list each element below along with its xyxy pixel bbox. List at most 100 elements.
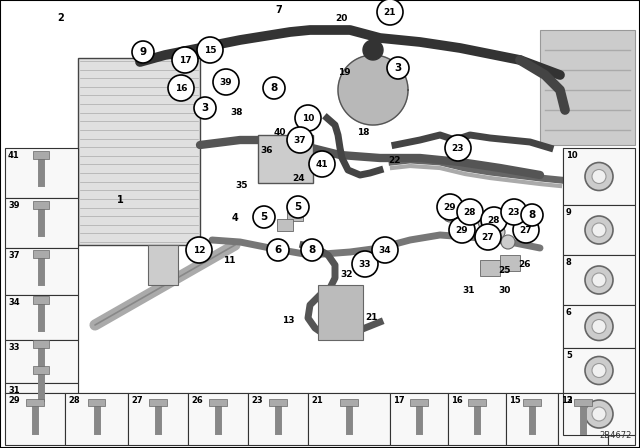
- Text: 18: 18: [357, 128, 369, 137]
- Text: 37: 37: [8, 251, 19, 260]
- Text: 34: 34: [379, 246, 391, 254]
- Text: 19: 19: [338, 68, 351, 77]
- Bar: [318, 285, 363, 340]
- Text: 8: 8: [308, 245, 316, 255]
- Circle shape: [592, 407, 606, 421]
- Text: 41: 41: [8, 151, 20, 160]
- Bar: [357, 262, 373, 274]
- Circle shape: [197, 37, 223, 63]
- Text: 9: 9: [566, 208, 572, 217]
- Text: 38: 38: [230, 108, 243, 116]
- Text: 41: 41: [316, 159, 328, 168]
- Text: 1: 1: [117, 195, 124, 205]
- Bar: [149, 399, 167, 406]
- Bar: [78, 58, 200, 245]
- Circle shape: [592, 319, 606, 333]
- Bar: [258, 135, 313, 183]
- Bar: [33, 340, 49, 348]
- Circle shape: [491, 225, 505, 239]
- Circle shape: [377, 0, 403, 25]
- Text: 23: 23: [508, 207, 520, 216]
- Bar: [5, 383, 78, 393]
- Circle shape: [267, 239, 289, 261]
- Text: 17: 17: [179, 56, 191, 65]
- Bar: [33, 296, 49, 303]
- Text: 3: 3: [202, 103, 209, 113]
- Circle shape: [592, 223, 606, 237]
- Bar: [410, 399, 428, 406]
- Bar: [248, 393, 308, 445]
- Bar: [574, 399, 592, 406]
- Polygon shape: [338, 55, 408, 125]
- Text: 8: 8: [529, 210, 536, 220]
- Text: 16: 16: [175, 83, 188, 92]
- Bar: [128, 393, 188, 445]
- Text: 31: 31: [462, 285, 474, 294]
- Circle shape: [186, 237, 212, 263]
- Circle shape: [301, 239, 323, 261]
- Circle shape: [585, 313, 613, 340]
- Text: 21: 21: [384, 8, 396, 17]
- Bar: [26, 399, 44, 406]
- Bar: [563, 348, 635, 393]
- Circle shape: [295, 105, 321, 131]
- Circle shape: [585, 216, 613, 244]
- Circle shape: [475, 224, 501, 250]
- Text: 39: 39: [220, 78, 232, 86]
- Text: 28: 28: [488, 215, 500, 224]
- Polygon shape: [363, 40, 383, 60]
- Bar: [5, 393, 65, 445]
- Circle shape: [168, 75, 194, 101]
- Bar: [33, 366, 49, 374]
- Circle shape: [513, 217, 539, 243]
- Text: 13: 13: [282, 315, 294, 324]
- Bar: [33, 151, 49, 159]
- Text: 30: 30: [498, 285, 510, 294]
- Bar: [287, 209, 303, 221]
- Bar: [448, 393, 506, 445]
- Text: 25: 25: [498, 266, 511, 275]
- Text: 9: 9: [140, 47, 147, 57]
- Circle shape: [478, 215, 492, 229]
- Circle shape: [172, 47, 198, 73]
- Text: 26: 26: [191, 396, 203, 405]
- Circle shape: [501, 235, 515, 249]
- Text: 3: 3: [566, 396, 572, 405]
- Bar: [468, 399, 486, 406]
- Text: 22: 22: [388, 155, 401, 164]
- Text: 23: 23: [251, 396, 262, 405]
- Bar: [506, 393, 558, 445]
- Text: 5: 5: [260, 212, 268, 222]
- Circle shape: [458, 223, 472, 237]
- Bar: [5, 295, 78, 340]
- Circle shape: [481, 207, 507, 233]
- Bar: [563, 148, 635, 205]
- Text: 10: 10: [566, 151, 578, 160]
- Bar: [33, 250, 49, 258]
- Bar: [5, 248, 78, 295]
- Circle shape: [309, 151, 335, 177]
- Text: 24: 24: [292, 173, 305, 182]
- Bar: [390, 393, 448, 445]
- Text: 27: 27: [131, 396, 143, 405]
- Text: 32: 32: [340, 270, 353, 279]
- Text: 23: 23: [452, 143, 464, 152]
- Bar: [5, 340, 78, 383]
- Circle shape: [449, 217, 475, 243]
- Circle shape: [501, 199, 527, 225]
- Circle shape: [445, 135, 471, 161]
- Circle shape: [194, 97, 216, 119]
- Text: 11: 11: [223, 255, 236, 264]
- Text: 15: 15: [204, 46, 216, 55]
- Text: 14: 14: [213, 73, 226, 82]
- Bar: [188, 393, 248, 445]
- Bar: [500, 255, 520, 271]
- Bar: [558, 393, 608, 445]
- Circle shape: [263, 77, 285, 99]
- Circle shape: [287, 127, 313, 153]
- Circle shape: [213, 69, 239, 95]
- Text: 28: 28: [464, 207, 476, 216]
- Text: 5: 5: [566, 351, 572, 360]
- Bar: [608, 393, 635, 445]
- Text: 8: 8: [566, 258, 572, 267]
